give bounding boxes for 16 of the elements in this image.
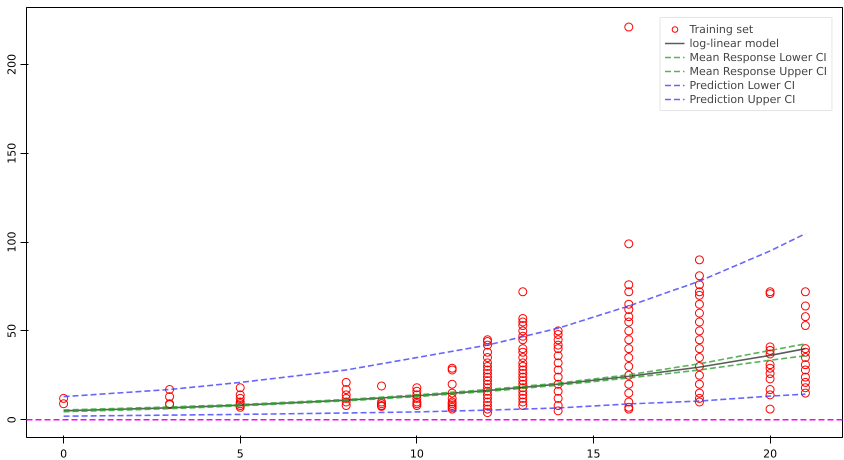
y-tick-label: 50 xyxy=(6,324,18,338)
x-tick-label: 20 xyxy=(763,448,778,460)
x-tick-label: 10 xyxy=(410,448,424,460)
x-tick-label: 5 xyxy=(236,448,244,460)
x-tick-label: 0 xyxy=(60,448,68,460)
legend-label: Prediction Lower CI xyxy=(689,78,795,92)
legend-label: Mean Response Lower CI xyxy=(689,50,827,64)
y-tick-label: 100 xyxy=(6,232,18,253)
legend-label: log-linear model xyxy=(689,36,780,50)
x-tick-label: 15 xyxy=(586,448,600,460)
y-tick-label: 150 xyxy=(6,142,18,164)
legend-label: Prediction Upper CI xyxy=(689,92,796,106)
y-tick-label: 200 xyxy=(6,54,18,75)
y-tick-label: 0 xyxy=(6,416,18,424)
legend-label: Training set xyxy=(689,22,754,36)
legend-label: Mean Response Upper CI xyxy=(689,64,827,78)
